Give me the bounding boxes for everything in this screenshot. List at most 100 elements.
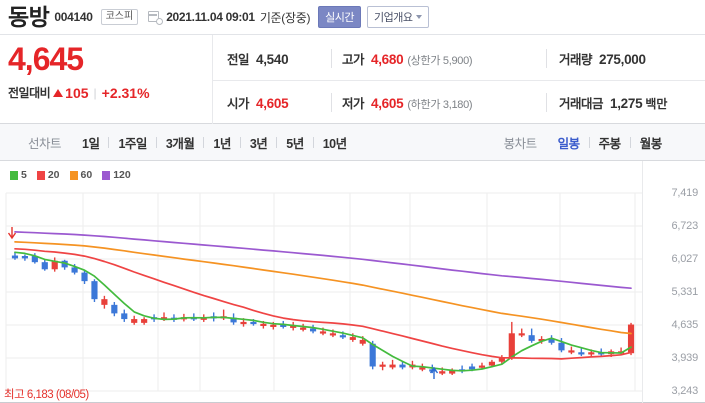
- ma-line-20: [14, 247, 632, 360]
- tab-divider: [629, 136, 631, 148]
- calendar-clock-icon: [148, 10, 164, 25]
- legend-label: 20: [47, 169, 60, 181]
- tab-divider: [239, 136, 241, 148]
- candle-body: [141, 319, 148, 323]
- lower-limit: (하한가 3,180): [407, 99, 473, 111]
- legend-swatch-icon: [69, 170, 78, 180]
- candle-body: [578, 352, 585, 355]
- legend-item-20: 20: [36, 169, 60, 181]
- y-tick-3: 5,331: [671, 286, 698, 298]
- candle-body: [588, 352, 595, 355]
- candle-body: [419, 367, 426, 370]
- page-header: 동방 004140 코스피 2021.11.04 09:01 기준(장중) 실시…: [0, 0, 705, 35]
- low-arrow-icon: [429, 366, 439, 379]
- tab-candle-1[interactable]: 주봉: [598, 136, 622, 151]
- candle-body: [369, 343, 376, 367]
- candle-body: [240, 321, 247, 325]
- prev-close-cell: 전일 4,540: [213, 49, 331, 68]
- candle-body: [528, 335, 535, 341]
- candle-body: [270, 324, 277, 327]
- tab-period-2[interactable]: 3개월: [165, 136, 195, 151]
- tab-candle-0[interactable]: 일봉: [557, 136, 581, 151]
- stock-code: 004140: [54, 10, 93, 24]
- ma-legend: 5 20 60 120: [10, 169, 131, 181]
- tab-divider: [203, 136, 205, 148]
- candle-body: [131, 319, 138, 323]
- candle-body: [260, 323, 267, 327]
- tab-divider: [155, 136, 157, 148]
- amount-label: 거래대금: [559, 97, 604, 111]
- price-change-row: 전일대비 105 | +2.31%: [8, 84, 208, 101]
- company-overview-label: 기업개요: [374, 12, 413, 24]
- legend-label: 60: [80, 169, 93, 181]
- candle-body: [538, 338, 545, 342]
- candle-body: [101, 299, 108, 305]
- tab-period-3[interactable]: 1년: [213, 136, 231, 151]
- candle-series: [11, 251, 635, 376]
- tab-divider: [312, 136, 314, 148]
- tab-period-5[interactable]: 5년: [286, 136, 304, 151]
- tab-period-6[interactable]: 10년: [322, 136, 347, 151]
- y-tick-1: 6,723: [671, 220, 698, 232]
- open-cell: 시가 4,605: [213, 93, 331, 112]
- candle-body: [339, 335, 346, 338]
- low-value: 4,605: [371, 96, 404, 111]
- candle-body: [468, 366, 476, 370]
- tab-divider: [588, 136, 590, 148]
- candle-body: [439, 371, 446, 374]
- candle-body: [627, 324, 635, 354]
- chart-plot-area[interactable]: [0, 161, 705, 403]
- tab-period-0[interactable]: 1일: [82, 136, 100, 151]
- legend-item-5: 5: [10, 169, 27, 181]
- candle-body: [568, 350, 575, 353]
- ma-line-5: [14, 251, 632, 372]
- tab-divider: [108, 136, 110, 148]
- candle-body: [498, 357, 505, 362]
- legend-item-120: 120: [102, 169, 131, 181]
- candle-body: [11, 255, 19, 259]
- y-tick-6: 3,243: [671, 385, 698, 397]
- candlestick-chart[interactable]: 5 20 60 120 7,419 6,723 6,027 5,331 4,635 3,939 3…: [0, 161, 705, 403]
- candle-body: [61, 260, 68, 268]
- tab-period-4[interactable]: 3년: [249, 136, 268, 151]
- candle-body: [349, 337, 356, 340]
- candle-body: [81, 272, 88, 282]
- candle-body: [558, 342, 565, 351]
- period-tab-list: 1일 1주일 3개월 1년 3년 5년 10년: [73, 133, 356, 152]
- triangle-up-icon: [53, 88, 64, 97]
- tab-candle-2[interactable]: 월봉: [639, 136, 663, 151]
- ma-line-120: [14, 231, 632, 290]
- candle-body: [51, 260, 58, 270]
- realtime-button[interactable]: 실시간: [318, 6, 362, 28]
- y-tick-0: 7,419: [671, 187, 698, 199]
- candle-body: [290, 325, 297, 328]
- company-overview-button[interactable]: 기업개요: [367, 6, 429, 28]
- candle-body: [300, 327, 307, 330]
- stock-name: 동방: [8, 3, 50, 30]
- candle-body: [41, 262, 48, 270]
- amount-cell: 거래대금 1,275 백만: [546, 93, 705, 112]
- candle-body: [31, 256, 38, 263]
- plot-right-border: [642, 161, 643, 403]
- quote-timestamp: 2021.11.04 09:01: [166, 10, 255, 24]
- tab-period-1[interactable]: 1주일: [118, 136, 147, 151]
- volume-cell: 거래량 275,000: [546, 48, 705, 68]
- candle-body: [379, 364, 386, 367]
- candle-body: [250, 321, 257, 325]
- prev-close-label: 전일: [227, 52, 250, 67]
- candle-body: [488, 361, 496, 366]
- divider: |: [93, 85, 97, 100]
- candle-body: [230, 317, 237, 323]
- current-price-block: 4,645 전일대비 105 | +2.31%: [8, 43, 208, 101]
- legend-label: 120: [113, 169, 131, 181]
- candle-body: [389, 364, 396, 368]
- candle-body: [548, 338, 555, 343]
- candle-body: [399, 364, 406, 368]
- candle-tab-list: 일봉 주봉 월봉: [549, 133, 671, 152]
- candle-body: [200, 317, 207, 320]
- low-label: 저가: [342, 97, 365, 111]
- candle-body: [309, 328, 317, 332]
- chevron-down-icon: [415, 15, 422, 19]
- volume-value: 275,000: [599, 51, 646, 67]
- volume-label: 거래량: [559, 52, 593, 67]
